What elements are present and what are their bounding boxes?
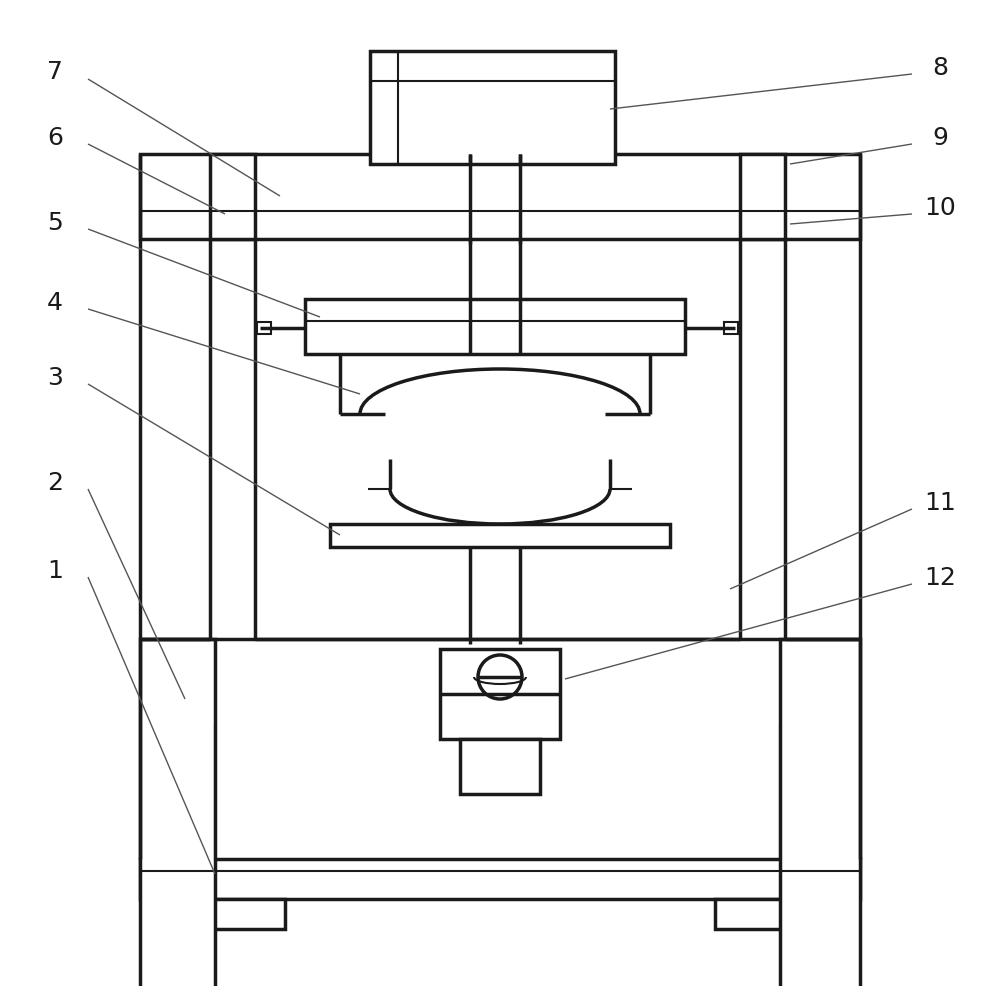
Text: 8: 8 [932,56,948,80]
Bar [140,155,860,240]
Text: 1: 1 [47,558,63,583]
Bar [195,899,285,929]
Text: 2: 2 [47,470,63,495]
Bar [140,639,215,986]
Bar [140,859,860,899]
Text: 6: 6 [47,126,63,150]
Text: 10: 10 [924,196,956,220]
Text: 11: 11 [924,490,956,515]
Bar [715,899,805,929]
Bar [330,525,670,547]
Bar [370,52,615,165]
Text: 12: 12 [924,565,956,590]
Bar [305,300,685,355]
Text: 5: 5 [47,211,63,235]
Bar [460,740,540,794]
Bar [740,155,785,240]
Bar [257,322,271,334]
Text: 4: 4 [47,291,63,315]
Text: 7: 7 [47,60,63,84]
Bar [440,650,560,740]
Bar [210,155,255,240]
Text: 3: 3 [47,366,63,389]
Bar [724,322,738,334]
Text: 9: 9 [932,126,948,150]
Bar [780,639,860,986]
